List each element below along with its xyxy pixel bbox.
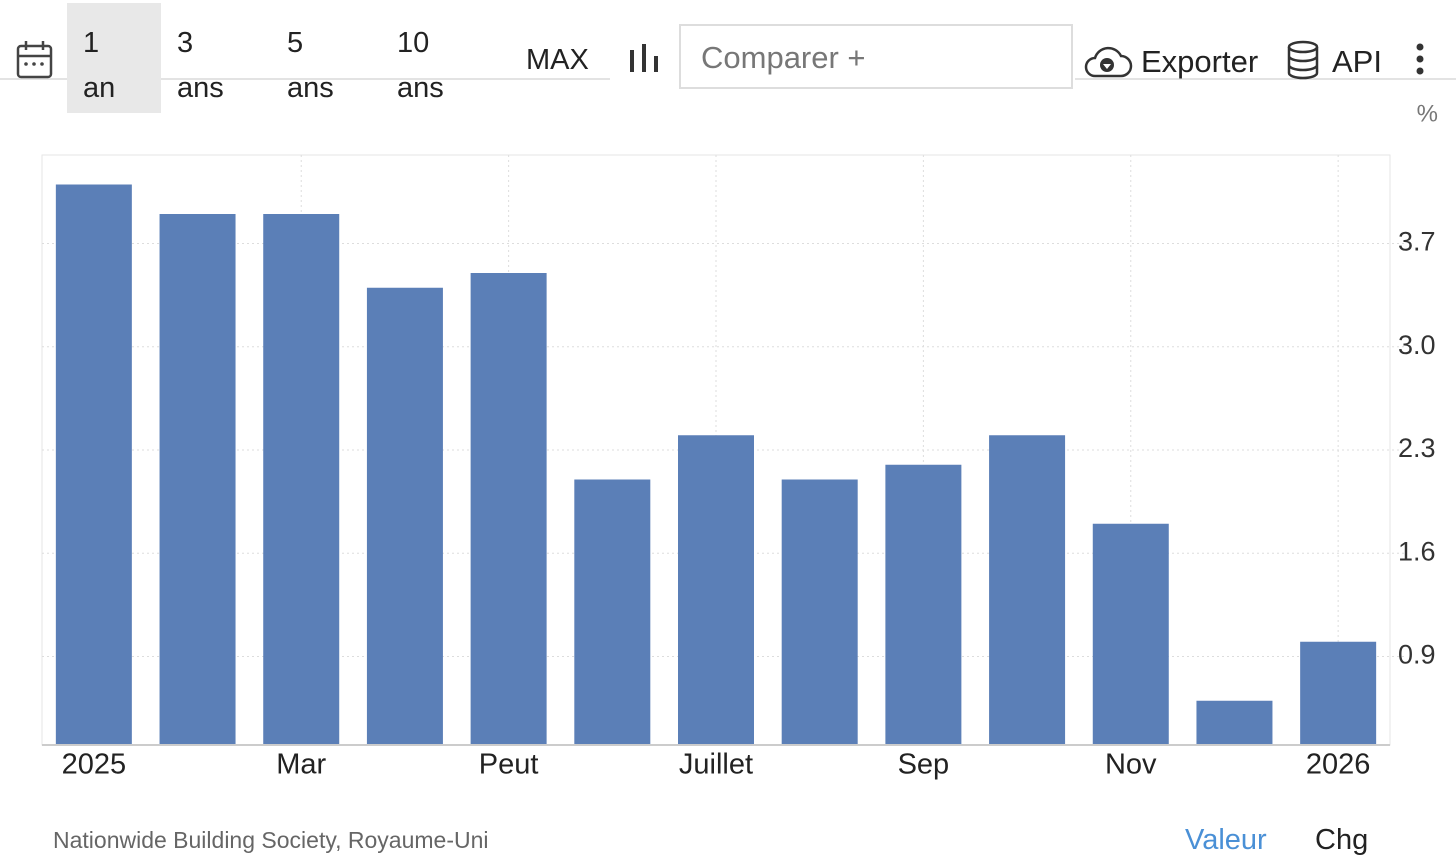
bar (1196, 700, 1273, 745)
compare-input[interactable]: Comparer + (679, 24, 1073, 89)
export-button[interactable]: Exporter (1141, 44, 1259, 79)
bar (159, 214, 236, 745)
x-tick-label: 2026 (1306, 749, 1371, 781)
x-tick-label: Sep (898, 749, 950, 781)
bar (470, 273, 547, 745)
tab-value[interactable]: Valeur (1185, 824, 1267, 856)
bar (366, 287, 443, 745)
x-tick-label: Nov (1105, 749, 1157, 781)
range-label: 1 (83, 27, 100, 59)
y-tick-label: 2.3 (1398, 433, 1436, 463)
range-label: ans (177, 72, 224, 104)
more-menu[interactable] (1412, 42, 1428, 76)
range-button[interactable]: 1 an (67, 3, 161, 113)
bar (678, 435, 754, 745)
range-button[interactable]: 5 ans (271, 3, 381, 113)
range-label: ans (287, 72, 334, 104)
x-tick-label: Juillet (679, 749, 753, 781)
bar (781, 479, 858, 745)
source: Nationwide Building Society, Royaume-Uni (53, 827, 489, 853)
range-label: 5 (287, 27, 304, 59)
y-tick-label: 3.7 (1398, 227, 1436, 257)
bar (989, 435, 1066, 745)
api-button[interactable]: API (1332, 44, 1382, 79)
range-label: 10 (397, 27, 430, 59)
toolbar-rule (1075, 78, 1456, 80)
range-max[interactable]: MAX (526, 44, 589, 76)
range-label: ans (397, 72, 444, 104)
x-tick-label: Mar (276, 749, 326, 781)
bar (885, 464, 962, 745)
y-tick-label: 1.6 (1398, 536, 1436, 566)
bar (263, 214, 340, 745)
tab-change[interactable]: Chg (1315, 824, 1369, 856)
api-icon[interactable] (1286, 40, 1320, 80)
export-icon[interactable] (1083, 44, 1133, 80)
calendar-icon[interactable] (16, 40, 54, 80)
bar (55, 184, 132, 745)
range-button[interactable]: 3 ans (161, 3, 271, 113)
y-tick-label: 0.9 (1398, 640, 1436, 670)
x-tick-label: 2025 (62, 749, 127, 781)
bar (574, 479, 651, 745)
toolbar-rule (0, 78, 610, 80)
chart-type-icon[interactable] (628, 42, 660, 74)
bar (1092, 523, 1169, 745)
y-tick-label: 3.0 (1398, 330, 1436, 360)
y-unit: % (1417, 100, 1438, 127)
range-label: 3 (177, 27, 194, 59)
bar (1300, 641, 1377, 745)
x-tick-label: Peut (479, 749, 539, 781)
range-button[interactable]: 10 ans (381, 3, 491, 113)
range-label: an (83, 72, 116, 104)
